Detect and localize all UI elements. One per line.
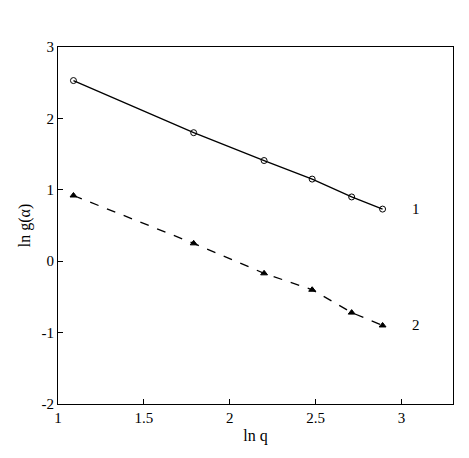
svg-text:-2: -2: [42, 396, 55, 412]
svg-text:1: 1: [412, 201, 420, 217]
svg-text:3: 3: [398, 410, 406, 426]
svg-text:1: 1: [47, 182, 55, 198]
svg-text:2: 2: [412, 317, 420, 333]
svg-text:2: 2: [226, 410, 234, 426]
svg-text:1.5: 1.5: [134, 410, 153, 426]
svg-text:-1: -1: [42, 325, 55, 341]
svg-text:2: 2: [47, 111, 55, 127]
svg-text:2.5: 2.5: [306, 410, 325, 426]
svg-text:1: 1: [54, 410, 62, 426]
svg-text:ln g(α): ln g(α): [16, 204, 34, 247]
svg-text:ln q: ln q: [243, 427, 267, 445]
svg-text:0: 0: [47, 253, 55, 269]
svg-text:3: 3: [47, 39, 55, 55]
